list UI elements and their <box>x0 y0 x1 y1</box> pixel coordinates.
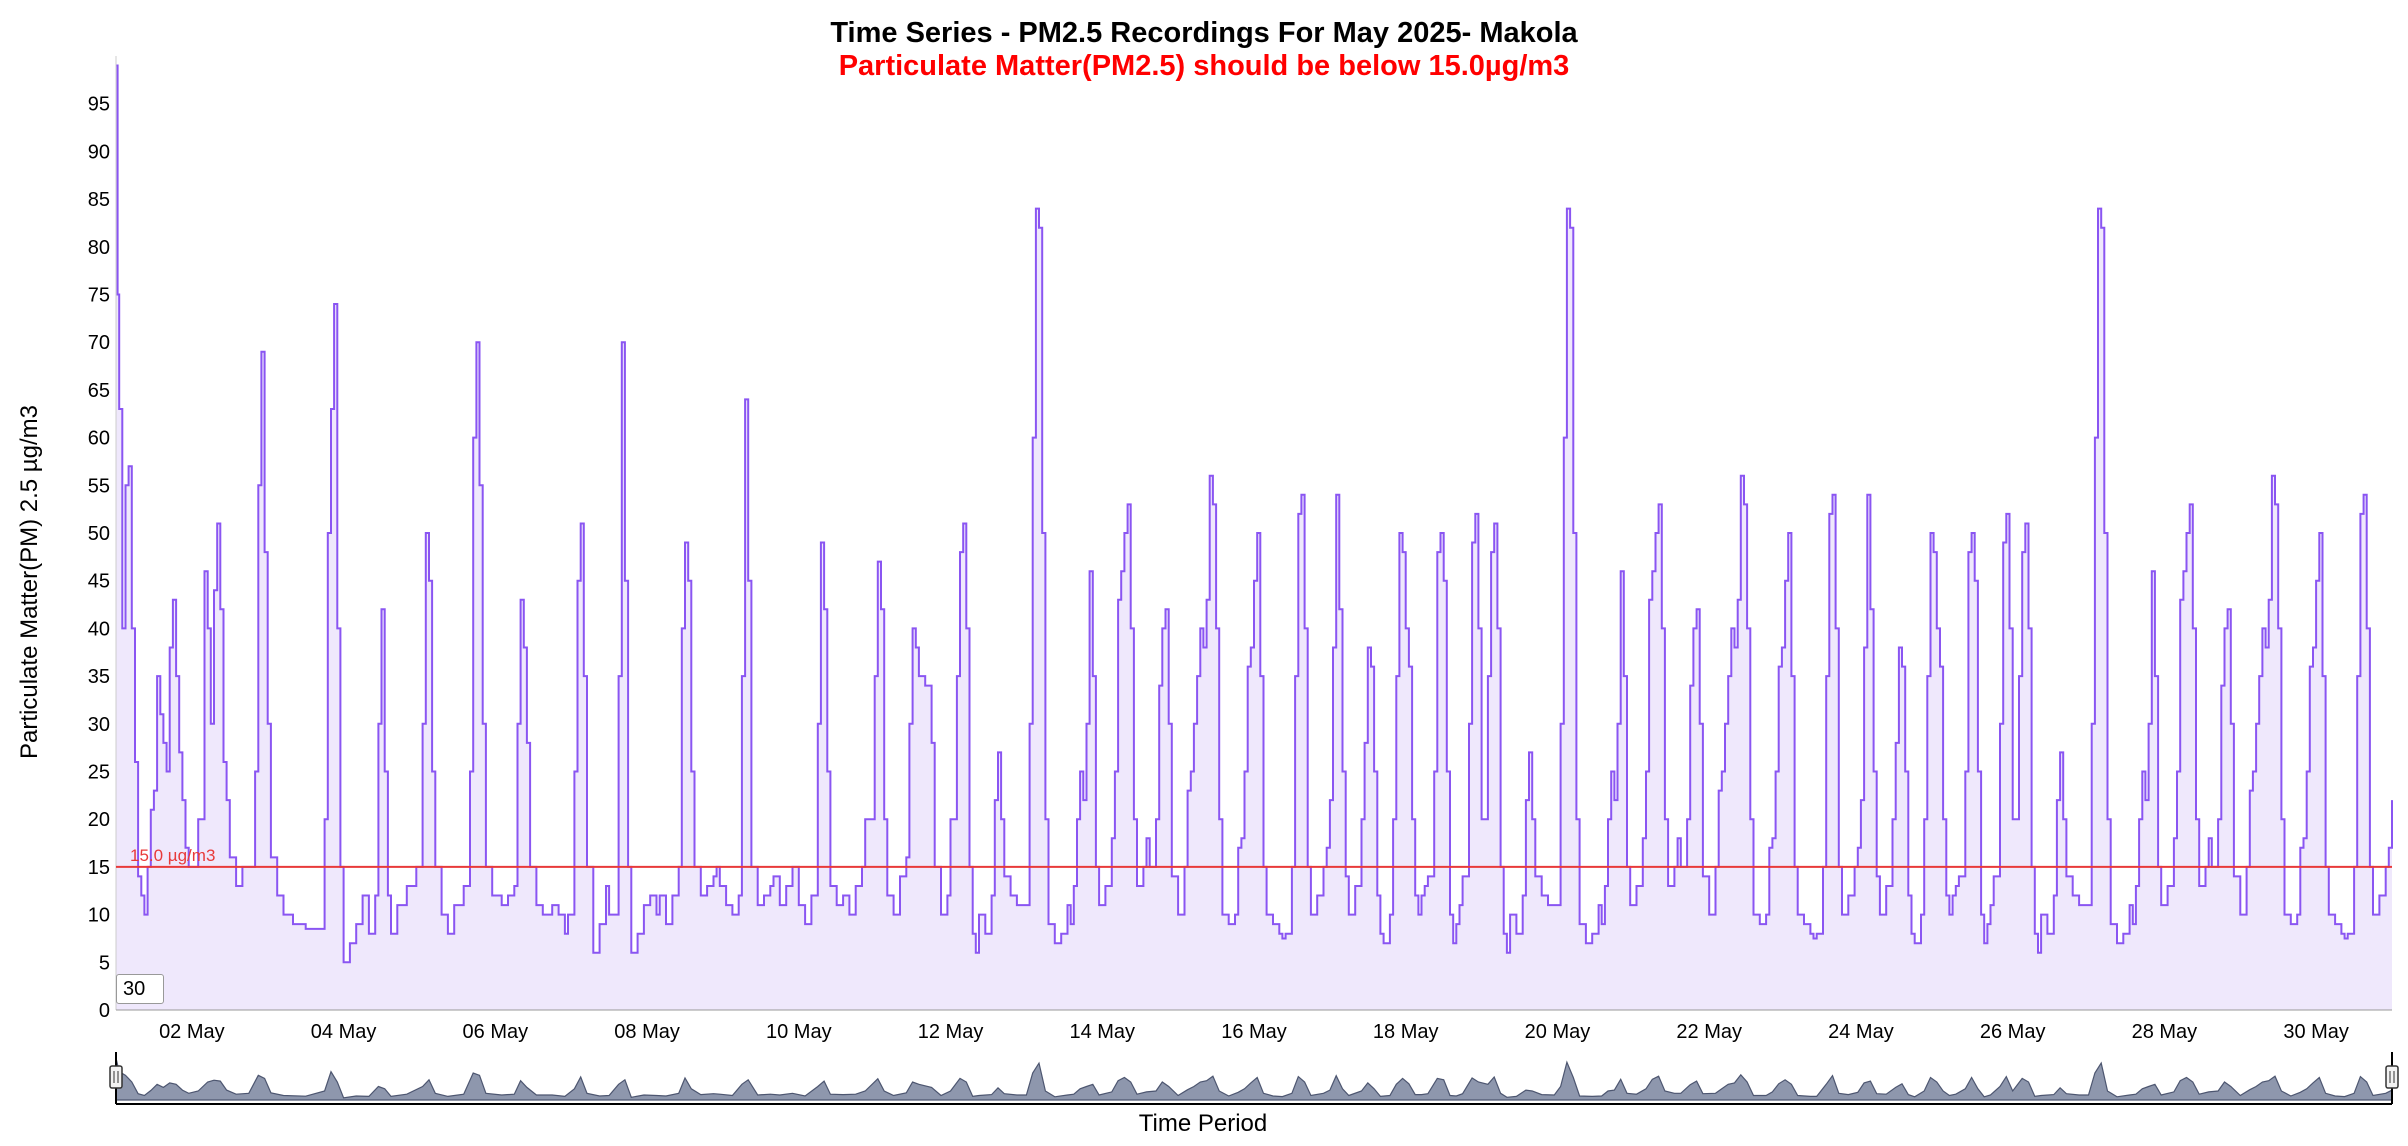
x-tick-label: 28 May <box>2132 1021 2198 1043</box>
y-tick-label: 25 <box>88 762 110 784</box>
x-axis-title: Time Period <box>1139 1110 1267 1137</box>
y-tick-label: 65 <box>88 380 110 402</box>
chart-title: Time Series - PM2.5 Recordings For May 2… <box>830 17 1578 49</box>
pm25-area-fill <box>116 65 2392 1010</box>
y-tick-label: 35 <box>88 666 110 688</box>
y-tick-label: 60 <box>88 428 110 450</box>
range-input[interactable] <box>116 974 164 1004</box>
y-tick-label: 20 <box>88 809 110 831</box>
x-tick-label: 12 May <box>918 1021 984 1043</box>
y-tick-label: 30 <box>88 714 110 736</box>
x-tick-label: 10 May <box>766 1021 832 1043</box>
y-tick-label: 80 <box>88 237 110 259</box>
x-tick-label: 04 May <box>311 1021 377 1043</box>
y-axis-title: Particulate Matter(PM) 2.5 µg/m3 <box>16 405 43 759</box>
threshold-label: 15.0 µg/m3 <box>130 846 215 865</box>
x-tick-label: 08 May <box>614 1021 680 1043</box>
x-tick-label: 06 May <box>463 1021 529 1043</box>
y-axis: 0 5 10 15 20 25 30 35 40 45 50 55 60 65 70 75 80 85 90 95 <box>88 94 110 1022</box>
y-tick-label: 90 <box>88 141 110 163</box>
y-tick-label: 10 <box>88 905 110 927</box>
y-tick-label: 45 <box>88 571 110 593</box>
y-tick-label: 55 <box>88 475 110 497</box>
navigator-left-handle[interactable] <box>109 1065 123 1089</box>
x-axis: 02 May 04 May 06 May 08 May 10 May 12 May 14 M… <box>159 1021 2349 1043</box>
x-tick-label: 24 May <box>1828 1021 1894 1043</box>
pm25-series-line <box>116 64 2393 964</box>
x-tick-label: 26 May <box>1980 1021 2046 1043</box>
y-tick-label: 50 <box>88 523 110 545</box>
y-tick-label: 15 <box>88 857 110 879</box>
chart-subtitle: Particulate Matter(PM2.5) should be belo… <box>839 50 1570 82</box>
x-tick-label: 30 May <box>2283 1021 2349 1043</box>
y-tick-label: 70 <box>88 332 110 354</box>
y-tick-label: 40 <box>88 618 110 640</box>
y-tick-label: 85 <box>88 189 110 211</box>
x-tick-label: 18 May <box>1373 1021 1439 1043</box>
navigator[interactable] <box>109 1052 2399 1105</box>
x-tick-label: 22 May <box>1676 1021 1742 1043</box>
x-tick-label: 16 May <box>1221 1021 1287 1043</box>
navigator-right-handle[interactable] <box>2385 1065 2399 1089</box>
navigator-series <box>115 1057 2393 1101</box>
y-tick-label: 75 <box>88 285 110 307</box>
y-tick-label: 95 <box>88 94 110 116</box>
x-tick-label: 02 May <box>159 1021 225 1043</box>
y-tick-label: 0 <box>99 1000 110 1022</box>
y-tick-label: 5 <box>99 952 110 974</box>
x-tick-label: 20 May <box>1525 1021 1591 1043</box>
x-tick-label: 14 May <box>1069 1021 1135 1043</box>
